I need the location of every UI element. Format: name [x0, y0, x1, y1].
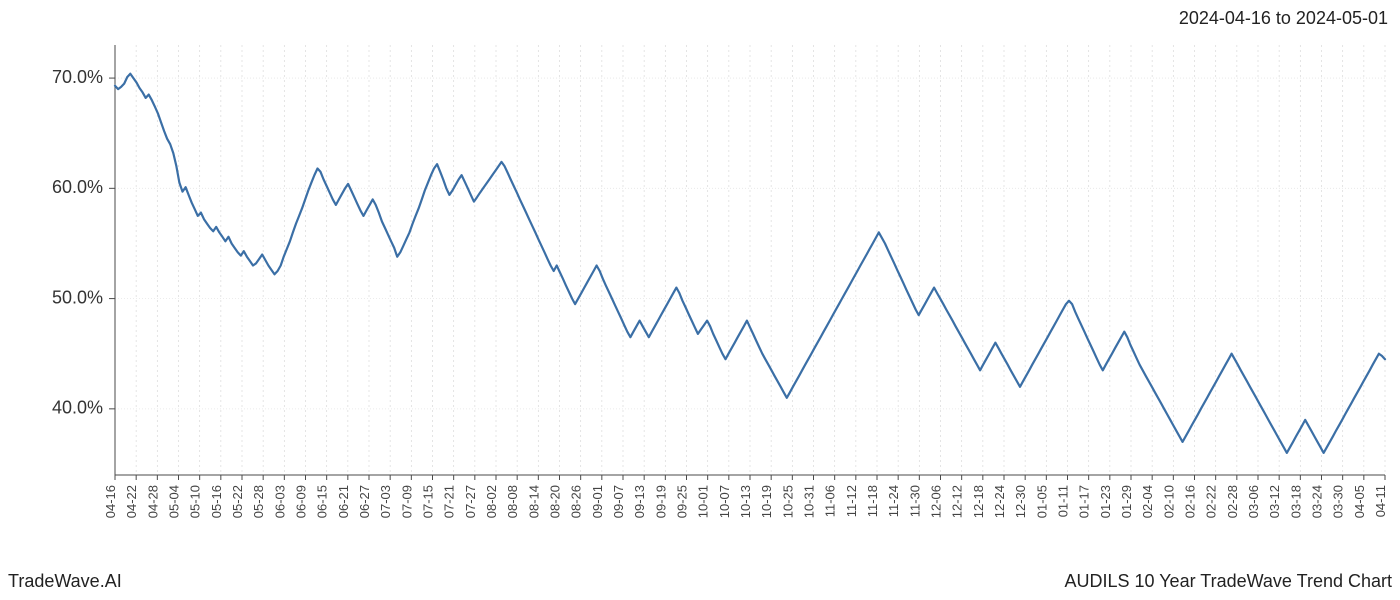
svg-text:06-09: 06-09	[294, 485, 309, 518]
svg-text:08-02: 08-02	[484, 485, 499, 518]
svg-text:11-18: 11-18	[865, 485, 880, 517]
svg-text:06-21: 06-21	[336, 485, 351, 518]
svg-text:10-25: 10-25	[780, 485, 795, 518]
svg-text:02-04: 02-04	[1140, 485, 1155, 518]
svg-text:70.0%: 70.0%	[52, 67, 103, 87]
svg-text:10-19: 10-19	[759, 485, 774, 518]
svg-text:05-22: 05-22	[230, 485, 245, 518]
svg-text:03-18: 03-18	[1288, 485, 1303, 518]
svg-text:05-28: 05-28	[251, 485, 266, 518]
svg-text:07-09: 07-09	[399, 485, 414, 518]
svg-text:12-06: 12-06	[929, 485, 944, 518]
svg-text:01-11: 01-11	[1056, 485, 1071, 517]
svg-text:04-22: 04-22	[124, 485, 139, 518]
svg-text:50.0%: 50.0%	[52, 287, 103, 307]
svg-text:12-12: 12-12	[950, 485, 965, 518]
svg-text:09-07: 09-07	[611, 485, 626, 518]
chart-container: 2024-04-16 to 2024-05-01 40.0% 50.0% 60.0%…	[0, 0, 1400, 600]
svg-text:06-27: 06-27	[357, 485, 372, 518]
svg-text:06-03: 06-03	[272, 485, 287, 518]
svg-text:07-15: 07-15	[421, 485, 436, 518]
svg-text:04-05: 04-05	[1352, 485, 1367, 518]
svg-text:03-30: 03-30	[1331, 485, 1346, 518]
svg-text:08-08: 08-08	[505, 485, 520, 518]
chart-title: AUDILS 10 Year TradeWave Trend Chart	[1064, 571, 1392, 592]
svg-text:60.0%: 60.0%	[52, 177, 103, 197]
svg-text:08-20: 08-20	[548, 485, 563, 518]
svg-text:04-28: 04-28	[145, 485, 160, 518]
svg-text:05-16: 05-16	[209, 485, 224, 518]
svg-text:12-30: 12-30	[1013, 485, 1028, 518]
svg-text:07-27: 07-27	[463, 485, 478, 518]
brand-label: TradeWave.AI	[8, 571, 122, 592]
svg-text:09-13: 09-13	[632, 485, 647, 518]
svg-text:09-01: 09-01	[590, 485, 605, 518]
svg-text:02-28: 02-28	[1225, 485, 1240, 518]
svg-text:03-12: 03-12	[1267, 485, 1282, 518]
svg-text:12-18: 12-18	[971, 485, 986, 518]
svg-text:10-01: 10-01	[696, 485, 711, 518]
svg-text:01-05: 01-05	[1034, 485, 1049, 518]
svg-text:11-06: 11-06	[823, 485, 838, 517]
svg-text:07-21: 07-21	[442, 485, 457, 518]
svg-text:40.0%: 40.0%	[52, 398, 103, 418]
svg-text:07-03: 07-03	[378, 485, 393, 518]
svg-text:04-16: 04-16	[103, 485, 118, 518]
svg-text:02-16: 02-16	[1183, 485, 1198, 518]
svg-text:10-13: 10-13	[738, 485, 753, 518]
svg-text:10-31: 10-31	[802, 485, 817, 518]
svg-text:02-22: 02-22	[1204, 485, 1219, 518]
date-range-label: 2024-04-16 to 2024-05-01	[1179, 8, 1388, 29]
svg-text:01-17: 01-17	[1077, 485, 1092, 518]
svg-text:04-11: 04-11	[1373, 485, 1388, 517]
svg-text:09-19: 09-19	[653, 485, 668, 518]
svg-text:11-24: 11-24	[886, 485, 901, 517]
svg-text:11-30: 11-30	[907, 485, 922, 517]
svg-text:03-24: 03-24	[1310, 485, 1325, 518]
svg-text:10-07: 10-07	[717, 485, 732, 518]
svg-text:08-14: 08-14	[526, 485, 541, 518]
svg-text:03-06: 03-06	[1246, 485, 1261, 518]
svg-text:11-12: 11-12	[844, 485, 859, 517]
svg-text:01-29: 01-29	[1119, 485, 1134, 518]
svg-text:12-24: 12-24	[992, 485, 1007, 518]
svg-text:05-04: 05-04	[167, 485, 182, 518]
svg-text:08-26: 08-26	[569, 485, 584, 518]
svg-text:01-23: 01-23	[1098, 485, 1113, 518]
trend-chart: 40.0% 50.0% 60.0% 70.0% 04-16 04-22 04-28 05-04…	[0, 0, 1400, 560]
svg-text:09-25: 09-25	[675, 485, 690, 518]
svg-text:02-10: 02-10	[1161, 485, 1176, 518]
svg-text:05-10: 05-10	[188, 485, 203, 518]
svg-text:06-15: 06-15	[315, 485, 330, 518]
